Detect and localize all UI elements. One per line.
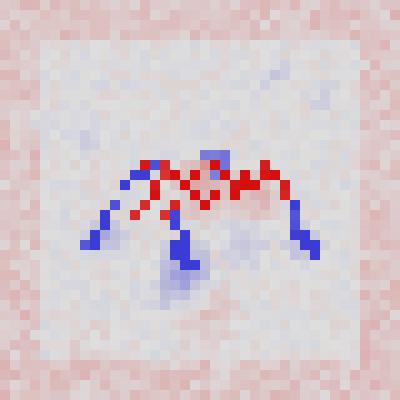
heatmap-canvas [0, 0, 400, 400]
saliency-heatmap [0, 0, 400, 400]
